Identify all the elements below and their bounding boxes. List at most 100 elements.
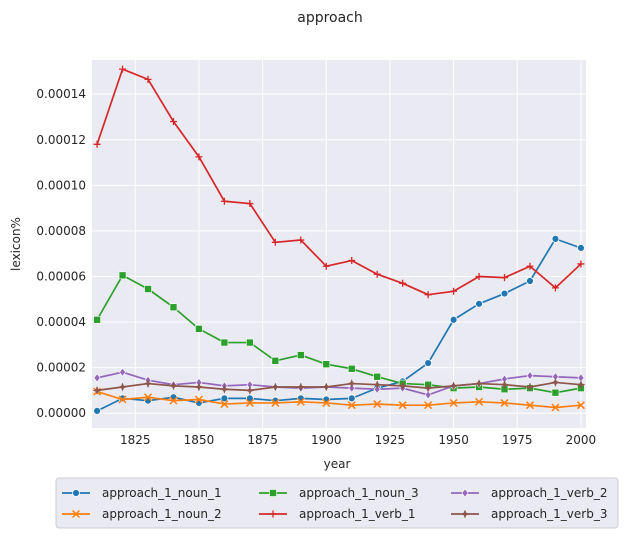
chart-title: approach	[297, 10, 363, 26]
data-point	[576, 401, 585, 410]
data-point	[269, 489, 277, 497]
data-point	[219, 384, 229, 394]
data-point	[322, 360, 331, 368]
grid	[92, 60, 586, 428]
data-point	[424, 401, 433, 410]
legend-item: approach_1_noun_2	[62, 507, 222, 521]
series-line	[96, 390, 581, 409]
legend-label: approach_1_noun_3	[299, 486, 419, 500]
y-tick-label: 0.00014	[36, 87, 86, 101]
data-point	[424, 390, 432, 400]
data-point	[373, 372, 381, 381]
data-point	[220, 197, 228, 205]
data-point	[475, 272, 483, 280]
legend-label: approach_1_noun_1	[102, 486, 222, 500]
data-point	[499, 380, 510, 390]
data-point	[347, 379, 357, 389]
x-tick-label: 1850	[184, 433, 215, 447]
y-tick-label: 0.00006	[36, 269, 86, 283]
legend-label: approach_1_verb_3	[491, 507, 607, 521]
legend-label: approach_1_verb_1	[299, 507, 415, 521]
y-tick-label: 0.00008	[36, 224, 86, 238]
data-point	[269, 510, 277, 518]
x-tick-label: 1825	[120, 433, 151, 447]
data-point	[93, 373, 101, 383]
data-point	[475, 299, 483, 308]
data-point	[551, 234, 560, 243]
data-point	[271, 238, 279, 246]
x-axis-label: year	[324, 457, 351, 471]
data-point	[501, 274, 509, 282]
data-point	[220, 394, 229, 403]
data-point	[475, 397, 484, 406]
data-point	[449, 315, 458, 324]
data-point	[450, 287, 458, 295]
data-point	[423, 383, 433, 393]
x-tick-label: 1875	[247, 433, 278, 447]
data-point	[577, 244, 585, 252]
legend-box	[55, 477, 619, 529]
x-tick-label: 1925	[375, 433, 406, 447]
data-point	[526, 262, 534, 270]
data-point	[525, 401, 535, 410]
data-point	[119, 367, 126, 377]
data-point	[398, 401, 407, 410]
data-point	[194, 382, 204, 392]
data-point	[246, 338, 254, 347]
data-point	[321, 382, 331, 392]
y-axis-label: lexicon%	[9, 217, 23, 271]
y-tick-label: 0.00002	[36, 361, 86, 375]
data-point	[143, 393, 153, 402]
data-point	[92, 385, 102, 395]
data-point	[194, 395, 203, 404]
data-point	[119, 65, 127, 73]
data-point	[270, 382, 280, 392]
legend-item: approach_1_noun_1	[62, 486, 222, 500]
data-point	[245, 398, 254, 407]
x-tick-label: 1900	[311, 433, 342, 447]
data-point	[195, 325, 203, 333]
data-point	[169, 118, 177, 126]
data-point	[220, 338, 229, 347]
series-approach_1_noun_1	[93, 234, 585, 415]
data-point	[526, 371, 534, 381]
data-point	[424, 291, 432, 299]
y-tick-label: 0.00000	[36, 406, 86, 420]
data-point	[525, 382, 535, 392]
series-approach_1_noun_2	[93, 387, 585, 412]
data-point	[245, 385, 255, 395]
series-approach_1_verb_3	[92, 377, 586, 395]
data-point	[118, 382, 128, 392]
data-point	[398, 381, 408, 391]
data-point	[424, 359, 433, 367]
data-point	[526, 277, 534, 285]
data-point	[500, 289, 509, 298]
series-line	[96, 371, 581, 396]
data-point	[71, 509, 81, 519]
data-point	[143, 379, 153, 389]
data-point	[169, 396, 178, 405]
data-point	[347, 394, 356, 403]
y-tick-label: 0.00012	[36, 133, 86, 147]
data-point	[500, 398, 509, 407]
data-point	[169, 303, 178, 312]
data-point	[195, 153, 203, 161]
x-tick-label: 2000	[566, 433, 597, 447]
legend-label: approach_1_verb_2	[491, 486, 607, 500]
data-point	[93, 407, 101, 415]
data-point	[347, 401, 356, 410]
y-tick-label: 0.00004	[36, 315, 86, 329]
data-point	[220, 400, 229, 409]
data-point	[348, 383, 356, 393]
x-tick-label: 1975	[502, 433, 533, 447]
data-point	[93, 140, 101, 148]
data-point	[551, 284, 559, 292]
legend-item: approach_1_verb_1	[259, 507, 415, 521]
data-point	[449, 398, 458, 407]
data-point	[373, 384, 381, 394]
data-point	[449, 381, 459, 391]
legend: approach_1_noun_1 approach_1_noun_2 approa…	[55, 477, 619, 529]
data-point	[461, 488, 469, 498]
plot-background	[92, 60, 586, 428]
data-point	[271, 356, 280, 365]
